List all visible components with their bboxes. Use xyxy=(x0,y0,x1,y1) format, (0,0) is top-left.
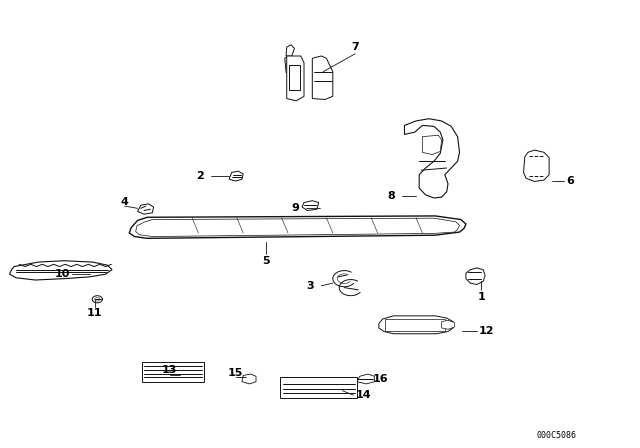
Polygon shape xyxy=(280,377,357,398)
Polygon shape xyxy=(286,45,294,56)
Text: 14: 14 xyxy=(355,390,371,400)
Polygon shape xyxy=(466,268,485,284)
Text: 1: 1 xyxy=(477,292,485,302)
Text: 2: 2 xyxy=(196,171,204,181)
Polygon shape xyxy=(10,261,112,280)
Polygon shape xyxy=(285,56,296,74)
Text: 4: 4 xyxy=(121,198,129,207)
Polygon shape xyxy=(312,56,333,99)
Text: 9: 9 xyxy=(292,203,300,213)
Text: 7: 7 xyxy=(351,42,359,52)
Polygon shape xyxy=(302,201,319,211)
Text: 16: 16 xyxy=(372,374,388,383)
Polygon shape xyxy=(229,171,243,181)
Text: 8: 8 xyxy=(388,191,396,201)
Text: 12: 12 xyxy=(479,326,494,336)
Polygon shape xyxy=(287,56,304,101)
Text: 3: 3 xyxy=(306,281,314,291)
Polygon shape xyxy=(129,216,466,238)
Text: 5: 5 xyxy=(262,256,269,266)
Text: 13: 13 xyxy=(162,365,177,375)
Polygon shape xyxy=(404,119,460,198)
Text: 15: 15 xyxy=(228,368,243,378)
Polygon shape xyxy=(422,135,442,155)
Text: 000C5086: 000C5086 xyxy=(537,431,577,440)
Polygon shape xyxy=(385,319,445,331)
Polygon shape xyxy=(357,374,374,384)
Text: 6: 6 xyxy=(566,177,574,186)
Polygon shape xyxy=(242,374,256,384)
Text: 10: 10 xyxy=(55,269,70,279)
Polygon shape xyxy=(138,204,154,214)
Polygon shape xyxy=(142,362,204,382)
Polygon shape xyxy=(524,150,549,181)
Text: 11: 11 xyxy=(87,308,102,318)
Polygon shape xyxy=(442,320,454,329)
Polygon shape xyxy=(379,316,453,334)
Polygon shape xyxy=(136,218,460,237)
Polygon shape xyxy=(289,65,300,90)
